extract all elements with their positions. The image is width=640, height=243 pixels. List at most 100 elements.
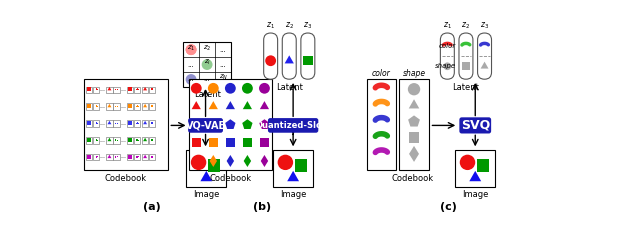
Text: $z_i$: $z_i$ (204, 58, 211, 67)
Bar (106, 137, 113, 144)
Polygon shape (409, 99, 419, 108)
Bar (134, 137, 140, 144)
Text: Image: Image (193, 190, 220, 199)
Polygon shape (243, 101, 252, 109)
Polygon shape (143, 121, 147, 124)
FancyBboxPatch shape (188, 118, 223, 133)
Circle shape (186, 44, 196, 55)
Bar (149, 104, 155, 110)
Text: Codebook: Codebook (209, 174, 252, 183)
Polygon shape (259, 119, 269, 129)
Bar (142, 137, 148, 144)
Text: ...: ... (120, 155, 127, 159)
Polygon shape (193, 155, 200, 167)
Bar (183, 42, 231, 87)
Polygon shape (287, 171, 299, 181)
Bar (462, 62, 470, 70)
Text: Latent: Latent (276, 83, 303, 92)
Bar (294, 159, 307, 172)
Polygon shape (408, 115, 420, 127)
Bar (88, 104, 92, 108)
Text: Quantized-Slots: Quantized-Slots (255, 121, 331, 130)
Text: ...: ... (120, 104, 127, 109)
Polygon shape (208, 119, 218, 129)
Polygon shape (469, 171, 481, 181)
Bar (209, 138, 218, 148)
Bar (149, 154, 155, 160)
Circle shape (186, 44, 196, 55)
Bar (86, 104, 92, 110)
Text: ...: ... (99, 87, 106, 92)
FancyBboxPatch shape (459, 33, 473, 79)
Text: ...: ... (220, 61, 227, 68)
Text: ...: ... (188, 61, 195, 68)
Bar (477, 159, 489, 172)
Text: Latent: Latent (194, 90, 221, 99)
Text: ...: ... (99, 138, 106, 143)
Polygon shape (108, 87, 111, 90)
Bar (88, 121, 92, 125)
Bar (106, 104, 113, 110)
Polygon shape (209, 101, 218, 109)
Polygon shape (108, 104, 111, 107)
Bar (129, 87, 132, 91)
Text: (b): (b) (253, 202, 271, 212)
Text: Image: Image (280, 190, 307, 199)
Bar (273, 150, 313, 187)
Polygon shape (143, 138, 147, 141)
Bar (142, 87, 148, 93)
FancyBboxPatch shape (301, 33, 315, 79)
Text: $z_1$: $z_1$ (443, 20, 452, 31)
Text: $z_3$: $z_3$ (303, 20, 312, 31)
Bar (134, 87, 140, 93)
Bar (113, 154, 120, 160)
Polygon shape (108, 138, 111, 141)
Bar (106, 87, 113, 93)
Circle shape (265, 55, 276, 66)
Text: VQ-VAE: VQ-VAE (186, 121, 226, 130)
Bar (149, 120, 155, 127)
Bar (189, 79, 272, 170)
Polygon shape (260, 155, 268, 167)
Bar (127, 120, 134, 127)
Bar (113, 87, 120, 93)
Bar (127, 154, 134, 160)
Text: $z_1$: $z_1$ (187, 43, 195, 52)
Text: $z_N$: $z_N$ (218, 73, 228, 82)
Circle shape (460, 155, 476, 170)
Text: ...: ... (99, 121, 106, 126)
Polygon shape (260, 101, 269, 109)
Text: ...: ... (220, 47, 227, 53)
Text: ...: ... (99, 155, 106, 159)
Text: color: color (372, 69, 391, 78)
Circle shape (444, 62, 451, 70)
Bar (129, 104, 132, 108)
Bar (84, 79, 168, 170)
Bar (367, 79, 396, 170)
Text: $z_2$: $z_2$ (461, 20, 470, 31)
Circle shape (242, 83, 253, 94)
FancyBboxPatch shape (282, 33, 296, 79)
FancyBboxPatch shape (477, 33, 492, 79)
Text: ...: ... (120, 87, 127, 92)
Bar (142, 104, 148, 110)
Text: $z_2$: $z_2$ (203, 43, 211, 52)
Bar (149, 87, 155, 93)
Circle shape (202, 59, 212, 70)
Text: SVQ: SVQ (461, 119, 490, 132)
Bar (134, 120, 140, 127)
FancyBboxPatch shape (264, 33, 278, 79)
FancyBboxPatch shape (268, 118, 318, 133)
Polygon shape (243, 119, 253, 129)
Bar (226, 138, 235, 148)
Bar (113, 120, 120, 127)
Text: $z_3$: $z_3$ (480, 20, 489, 31)
Bar (129, 155, 132, 159)
Circle shape (208, 83, 219, 94)
Text: shape: shape (435, 63, 456, 69)
Bar (113, 137, 120, 144)
Bar (93, 87, 99, 93)
Text: Codebook: Codebook (392, 174, 433, 183)
Bar (93, 137, 99, 144)
Bar (142, 120, 148, 127)
